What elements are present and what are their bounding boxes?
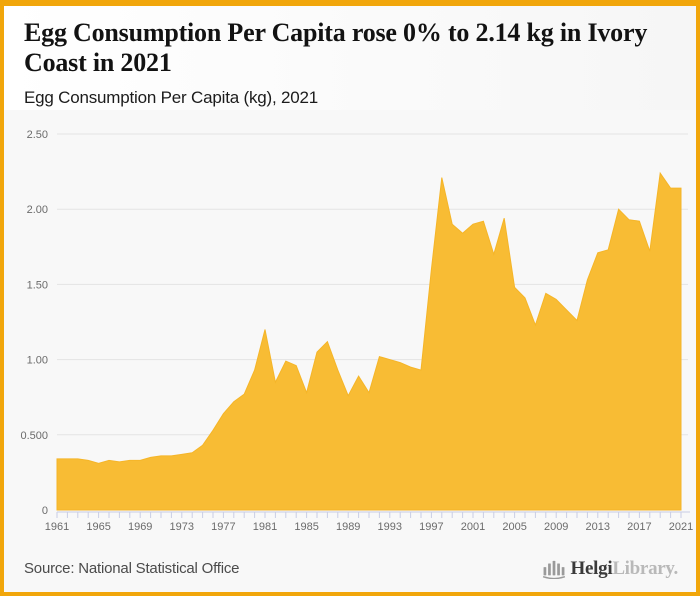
y-tick-label: 2.50 <box>27 129 48 141</box>
area-series <box>56 171 682 511</box>
x-tick-label: 2021 <box>669 521 693 533</box>
x-tick-label: 1989 <box>336 521 360 533</box>
chart-plot-area: 1961 1965 1969 1973 1977 1981 1985 1989 1993 1997… <box>4 110 696 545</box>
x-tick-label: 1969 <box>128 521 152 533</box>
chart-footer: Source: National Statistical Office Helg… <box>4 545 696 592</box>
y-tick-label: 0.500 <box>20 430 48 442</box>
chart-header: Egg Consumption Per Capita rose 0% to 2.… <box>4 6 696 110</box>
x-tick-label: 1993 <box>378 521 402 533</box>
y-tick-label: 2.00 <box>27 204 48 216</box>
x-tick-label: 1977 <box>211 521 235 533</box>
y-tick-label: 1.00 <box>27 355 48 367</box>
x-tick-label: 2005 <box>502 521 526 533</box>
helgi-library-logo[interactable]: HelgiLibrary. <box>542 558 678 580</box>
x-tick-label: 1973 <box>170 521 194 533</box>
x-axis <box>56 511 690 518</box>
x-tick-label: 1961 <box>45 521 69 533</box>
x-tick-label: 2017 <box>627 521 651 533</box>
egg-consumption-area-chart: 1961 1965 1969 1973 1977 1981 1985 1989 1993 1997… <box>20 129 693 533</box>
logo-text-library: Library. <box>612 557 678 579</box>
helgi-logo-icon <box>542 560 565 579</box>
x-tick-label: 2013 <box>586 521 610 533</box>
x-tick-labels: 1961 1965 1969 1973 1977 1981 1985 1989 1993 1997… <box>45 521 693 533</box>
x-tick-label: 1985 <box>294 521 318 533</box>
x-tick-label: 1981 <box>253 521 277 533</box>
x-tick-label: 2009 <box>544 521 568 533</box>
x-tick-label: 1997 <box>419 521 443 533</box>
y-tick-label: 1.50 <box>27 279 48 291</box>
chart-card: Egg Consumption Per Capita rose 0% to 2.… <box>4 6 696 592</box>
logo-text-helgi: Helgi <box>570 557 613 579</box>
x-tick-label: 2001 <box>461 521 485 533</box>
source-label: Source: National Statistical Office <box>24 560 240 577</box>
y-tick-label: 0 <box>42 505 48 517</box>
chart-subtitle: Egg Consumption Per Capita (kg), 2021 <box>24 87 319 107</box>
chart-title: Egg Consumption Per Capita rose 0% to 2.… <box>24 18 648 78</box>
x-tick-label: 1965 <box>86 521 110 533</box>
y-axis-labels: 0 0.500 1.00 1.50 2.00 2.50 <box>20 129 48 517</box>
